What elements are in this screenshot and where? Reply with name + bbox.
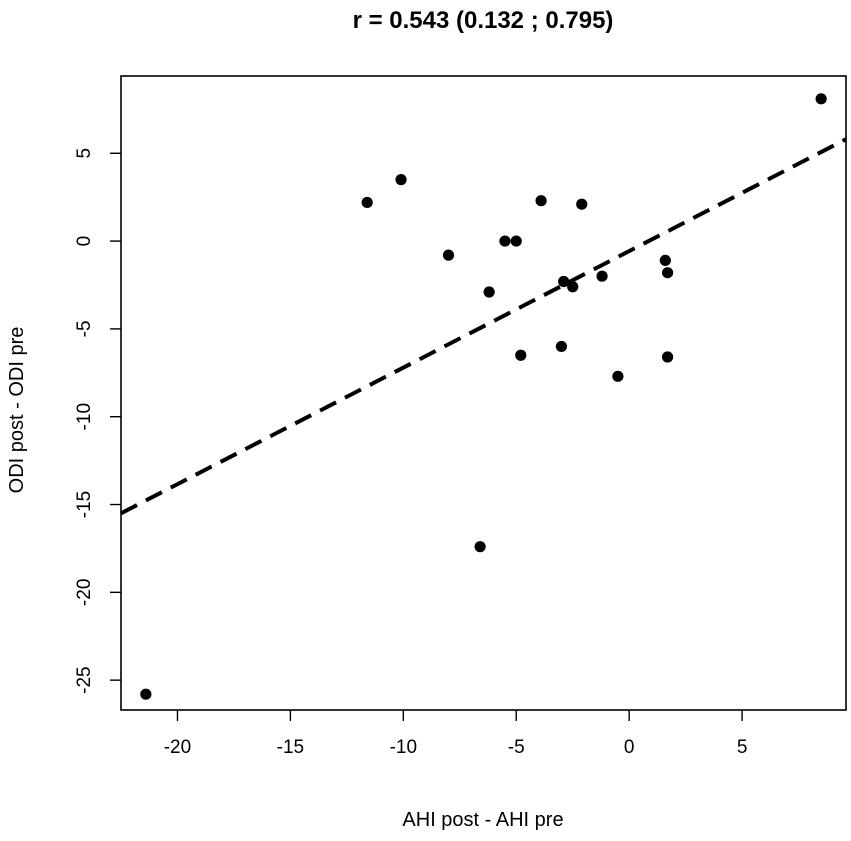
data-point xyxy=(442,249,455,261)
y-tick-label: -5 xyxy=(74,320,95,337)
regression-line xyxy=(120,137,847,516)
data-point xyxy=(612,370,624,382)
x-tick-label: 0 xyxy=(624,737,635,758)
x-tick-label: -5 xyxy=(508,737,525,758)
x-axis-label: AHI post - AHI pre xyxy=(402,809,563,831)
data-point xyxy=(515,349,527,361)
y-tick-label: -15 xyxy=(74,491,95,518)
data-point xyxy=(567,281,579,293)
data-point xyxy=(661,351,674,363)
data-point xyxy=(499,235,511,247)
data-point xyxy=(535,195,547,207)
data-point xyxy=(661,267,674,279)
x-tick-label: -15 xyxy=(277,737,304,758)
data-point xyxy=(558,275,570,288)
data-point xyxy=(510,235,522,247)
x-tick-label: -20 xyxy=(164,737,191,758)
data-point xyxy=(483,286,495,298)
chart-title: r = 0.543 (0.132 ; 0.795) xyxy=(353,7,614,34)
data-point xyxy=(361,196,373,209)
x-tick-label: 5 xyxy=(737,737,748,758)
y-tick-label: 5 xyxy=(74,148,95,159)
plot-area: -20 -15 -10 -5 0 5 5 0 -5 -10 -15 -20 -25 xyxy=(74,75,847,758)
y-tick-label: -10 xyxy=(74,403,95,430)
data-point xyxy=(659,254,671,267)
data-point xyxy=(474,541,486,553)
data-point xyxy=(395,174,407,186)
plot-frame xyxy=(120,75,847,711)
y-tick-label: -20 xyxy=(74,579,95,606)
data-point xyxy=(576,198,588,210)
y-tick-label: -25 xyxy=(74,666,95,693)
x-tick-label: -10 xyxy=(390,737,417,758)
data-point xyxy=(815,93,827,105)
data-point xyxy=(140,688,152,700)
y-axis-label: ODI post - ODI pre xyxy=(6,327,28,494)
data-point xyxy=(596,270,608,282)
y-tick-label: 0 xyxy=(74,236,95,247)
data-point xyxy=(555,340,568,353)
